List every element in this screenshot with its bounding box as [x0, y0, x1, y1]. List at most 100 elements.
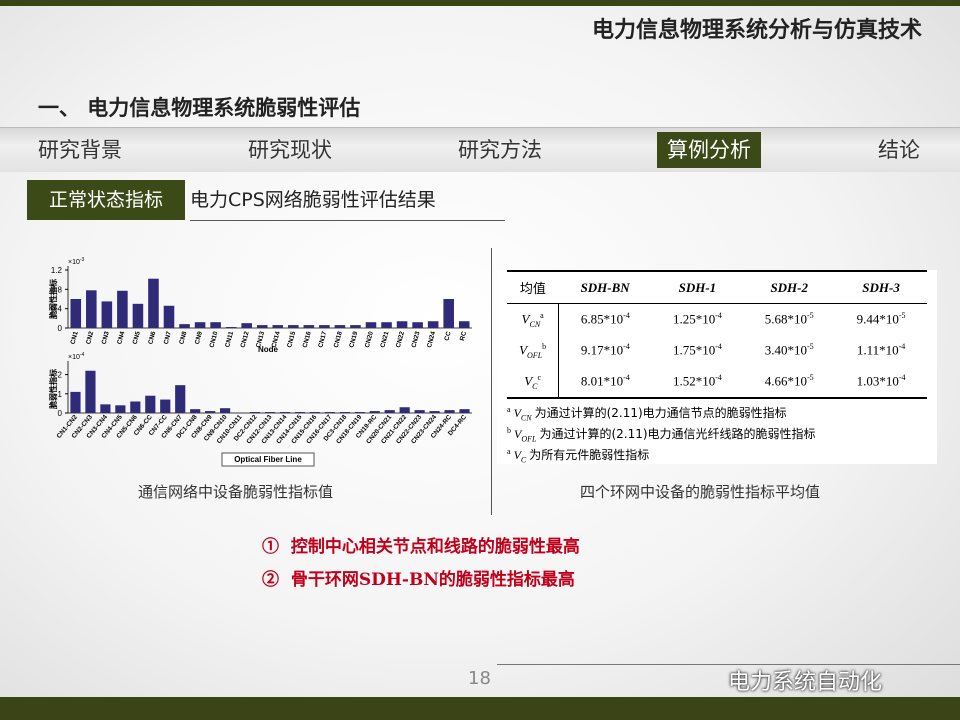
- tab[interactable]: 研究背景: [38, 138, 122, 162]
- tab[interactable]: 结论: [878, 138, 920, 162]
- subscript: OFL: [521, 434, 537, 444]
- x-tick-label: CN20: [364, 330, 375, 348]
- x-tick-label: CN19: [348, 330, 359, 348]
- row: VCNa 6.85*10-4 1.25*10-4 5.68*10-5 9.44*10-5: [507, 303, 927, 336]
- conclusion: ② 骨干环网SDH-BN的脆弱性指标最高: [262, 565, 575, 590]
- bar: [163, 305, 175, 328]
- mantissa: 1.25*10: [672, 311, 716, 327]
- subscript: C: [520, 455, 527, 465]
- x-tick-label: CN2: [85, 330, 95, 345]
- symbol: V: [524, 372, 533, 388]
- right-caption: 四个环网中设备的脆弱性指标平均值: [580, 483, 821, 501]
- multiplier-exp: -4: [80, 352, 85, 358]
- subscript: C: [532, 381, 538, 391]
- x-tick-label: CN1: [70, 330, 80, 345]
- y-axis-label: 脆弱性指标: [48, 279, 58, 320]
- tab[interactable]: 研究方法: [458, 138, 542, 162]
- table: 均值 SDH-BN SDH-1 SDH-2 SDH-3 VCNa 6.85*10-4 1.25…: [507, 270, 927, 399]
- bar: [427, 321, 439, 328]
- bar: [319, 325, 330, 328]
- x-tick-label: CN8: [178, 330, 188, 345]
- mantissa: 9.44*10: [856, 311, 899, 327]
- bar: [130, 401, 141, 413]
- bar: [381, 322, 392, 328]
- header-title: 电力信息物理系统分析与仿真技术: [591, 17, 922, 43]
- marker: ②: [262, 570, 279, 590]
- x-tick-label: CN12: [240, 330, 251, 348]
- header-cell: SDH-1: [651, 270, 744, 304]
- marker: ①: [262, 537, 279, 557]
- header-row: 均值 SDH-BN SDH-1 SDH-2 SDH-3: [507, 270, 927, 304]
- x-tick-label: CN3: [101, 330, 111, 345]
- bar: [190, 409, 201, 413]
- exponent: -4: [898, 373, 906, 383]
- x-tick-label: CN5: [132, 330, 142, 345]
- bar: [396, 321, 408, 328]
- cell: 1.52*10-4: [651, 366, 744, 399]
- subtab-title: 电力CPS网络脆弱性评估结果: [190, 180, 505, 221]
- page-number: 18: [468, 668, 491, 689]
- x-tick-label: CN15: [286, 330, 297, 348]
- cell: 9.17*10-4: [559, 335, 652, 366]
- exponent: -4: [715, 373, 722, 383]
- x-tick-label: CN17: [317, 330, 328, 348]
- exponent: -4: [715, 311, 722, 321]
- tab[interactable]: 研究现状: [248, 138, 332, 162]
- row-label: VCc: [507, 366, 560, 399]
- bar: [324, 412, 335, 413]
- note-mark: c: [537, 372, 542, 382]
- bar: [443, 299, 454, 328]
- bar: [294, 412, 306, 413]
- header-cell: SDH-2: [743, 270, 836, 304]
- multiplier: ×10-4: [68, 352, 85, 361]
- cell: 1.25*10-4: [652, 304, 744, 336]
- bar: [205, 411, 216, 413]
- bar: [101, 301, 113, 328]
- header-cell: SDH-BN: [558, 270, 652, 304]
- x-tick-label: CN4: [116, 330, 126, 345]
- bar: [369, 411, 380, 413]
- bar: [309, 412, 320, 413]
- bar: [194, 322, 206, 328]
- symbol: V: [513, 448, 521, 462]
- subscript: CN: [520, 413, 532, 423]
- divider: [491, 248, 492, 515]
- exponent: -4: [623, 342, 630, 352]
- bar: [334, 325, 346, 328]
- bar: [241, 323, 252, 328]
- bar: [249, 412, 261, 413]
- x-tick-label: CN7: [163, 330, 173, 345]
- tab-bar: [0, 127, 960, 172]
- symbol: V: [519, 341, 528, 357]
- subtab[interactable]: 正常状态指标: [27, 180, 185, 220]
- section-title: 一、 电力信息物理系统脆弱性评估: [38, 95, 361, 120]
- table-note: a VC 为所有元件脆弱性指标: [507, 441, 927, 465]
- tab[interactable]: 算例分析: [657, 132, 761, 168]
- exponent: -5: [807, 342, 814, 352]
- exponent: -4: [623, 373, 630, 383]
- left-caption: 通信网络中设备脆弱性指标值: [138, 483, 334, 501]
- multiplier-base: ×10: [68, 259, 80, 266]
- bar: [264, 412, 276, 413]
- bar: [399, 407, 410, 413]
- note-mark: a: [507, 405, 511, 414]
- cell: 9.44*10-5: [835, 304, 927, 336]
- bar: [412, 322, 423, 328]
- exponent: -4: [715, 342, 722, 352]
- mantissa: 1.52*10: [672, 373, 716, 389]
- note-text: 为所有元件脆弱性指标: [529, 448, 650, 462]
- x-tick-label: RC: [459, 330, 468, 341]
- y-tick-label: 0: [58, 324, 63, 333]
- cell: 1.75*10-4: [652, 335, 744, 366]
- bar: [272, 325, 284, 328]
- header-cell: SDH-3: [835, 270, 927, 304]
- bar: [414, 410, 425, 413]
- mantissa: 4.66*10: [764, 373, 807, 389]
- x-axis-label: Optical Fiber Line: [234, 455, 302, 464]
- mantissa: 3.40*10: [764, 342, 807, 358]
- x-axis-label: Node: [258, 345, 279, 354]
- bar: [175, 385, 186, 413]
- bar: [458, 321, 470, 328]
- mantissa: 8.01*10: [580, 373, 624, 389]
